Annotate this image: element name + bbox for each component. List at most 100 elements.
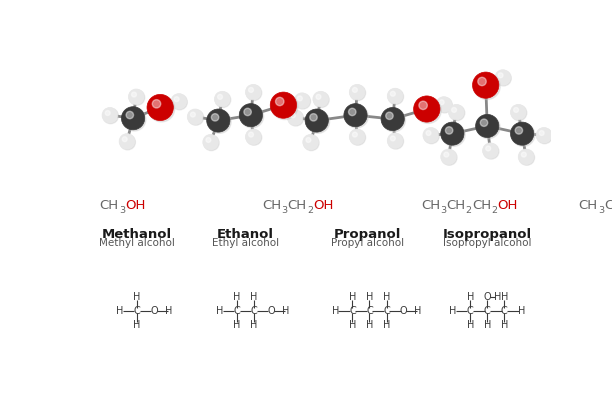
Circle shape [439, 100, 444, 105]
Circle shape [271, 92, 297, 118]
Circle shape [388, 134, 403, 149]
Text: H: H [133, 292, 141, 302]
Circle shape [344, 104, 367, 127]
Text: O: O [267, 306, 275, 316]
Circle shape [208, 110, 231, 133]
Circle shape [483, 144, 499, 159]
Circle shape [214, 91, 230, 107]
Circle shape [211, 114, 219, 121]
Circle shape [474, 73, 500, 100]
Circle shape [288, 111, 304, 126]
Circle shape [129, 89, 144, 104]
Circle shape [204, 135, 219, 151]
Text: O: O [400, 306, 408, 316]
Circle shape [207, 109, 230, 132]
Circle shape [513, 107, 518, 113]
Text: CH: CH [422, 199, 441, 212]
Circle shape [476, 114, 499, 137]
Text: H: H [494, 292, 501, 302]
Circle shape [353, 87, 357, 92]
Circle shape [424, 128, 439, 144]
Circle shape [349, 84, 365, 100]
Circle shape [152, 100, 161, 108]
Circle shape [441, 149, 457, 164]
Circle shape [386, 112, 393, 120]
Circle shape [305, 109, 329, 132]
Circle shape [437, 98, 452, 113]
Text: H: H [133, 319, 141, 330]
Text: H: H [250, 319, 258, 330]
Circle shape [449, 105, 465, 121]
Text: CH: CH [472, 199, 491, 212]
Circle shape [442, 123, 465, 146]
Text: Isopropyl alcohol: Isopropyl alcohol [443, 238, 531, 248]
Circle shape [246, 85, 262, 100]
Circle shape [297, 96, 302, 101]
Circle shape [419, 101, 427, 109]
Circle shape [306, 137, 311, 142]
Circle shape [291, 113, 296, 118]
Circle shape [536, 127, 551, 143]
Text: C: C [349, 306, 356, 316]
Circle shape [248, 132, 253, 137]
Text: H: H [483, 319, 491, 330]
Circle shape [248, 87, 253, 92]
Text: Propanol: Propanol [334, 228, 401, 241]
Text: OH: OH [313, 199, 334, 212]
Text: Methanol: Methanol [102, 228, 172, 241]
Text: H: H [282, 306, 289, 316]
Text: CH: CH [579, 199, 598, 212]
Text: 2: 2 [466, 206, 472, 215]
Text: H: H [233, 319, 241, 330]
Circle shape [241, 105, 264, 128]
Text: H: H [501, 292, 508, 302]
Circle shape [511, 105, 527, 121]
Circle shape [206, 137, 211, 142]
Circle shape [215, 92, 231, 107]
Circle shape [217, 94, 223, 99]
Circle shape [472, 72, 499, 98]
Text: CH: CH [288, 199, 307, 212]
Circle shape [304, 135, 319, 151]
Circle shape [350, 130, 365, 145]
Text: H: H [332, 306, 339, 316]
Text: OH: OH [125, 199, 146, 212]
Text: H: H [250, 292, 258, 302]
Circle shape [188, 110, 204, 125]
Circle shape [537, 128, 553, 144]
Text: C: C [250, 306, 258, 316]
Text: H: H [165, 306, 172, 316]
Circle shape [121, 107, 144, 130]
Circle shape [148, 96, 174, 122]
Circle shape [174, 97, 179, 102]
Text: Methyl alcohol: Methyl alcohol [99, 238, 175, 248]
Circle shape [275, 98, 284, 106]
Circle shape [423, 127, 438, 143]
Circle shape [444, 152, 449, 157]
Text: C: C [501, 306, 508, 316]
Text: C: C [366, 306, 373, 316]
Text: 3: 3 [282, 206, 288, 215]
Circle shape [387, 88, 403, 104]
Circle shape [345, 105, 368, 128]
Circle shape [390, 91, 395, 96]
Circle shape [245, 84, 261, 100]
Circle shape [172, 94, 187, 110]
Text: H: H [366, 292, 373, 302]
Circle shape [519, 150, 534, 165]
Text: H: H [366, 319, 373, 330]
Circle shape [510, 122, 534, 145]
Circle shape [477, 115, 500, 139]
Circle shape [414, 96, 440, 122]
Circle shape [147, 94, 173, 121]
Text: H: H [349, 319, 356, 330]
Text: H: H [466, 292, 474, 302]
Circle shape [496, 71, 511, 86]
Circle shape [316, 94, 321, 99]
Text: H: H [216, 306, 223, 316]
Circle shape [239, 104, 263, 127]
Text: H: H [466, 319, 474, 330]
Circle shape [132, 92, 136, 97]
Circle shape [126, 111, 133, 119]
Text: C: C [484, 306, 491, 316]
